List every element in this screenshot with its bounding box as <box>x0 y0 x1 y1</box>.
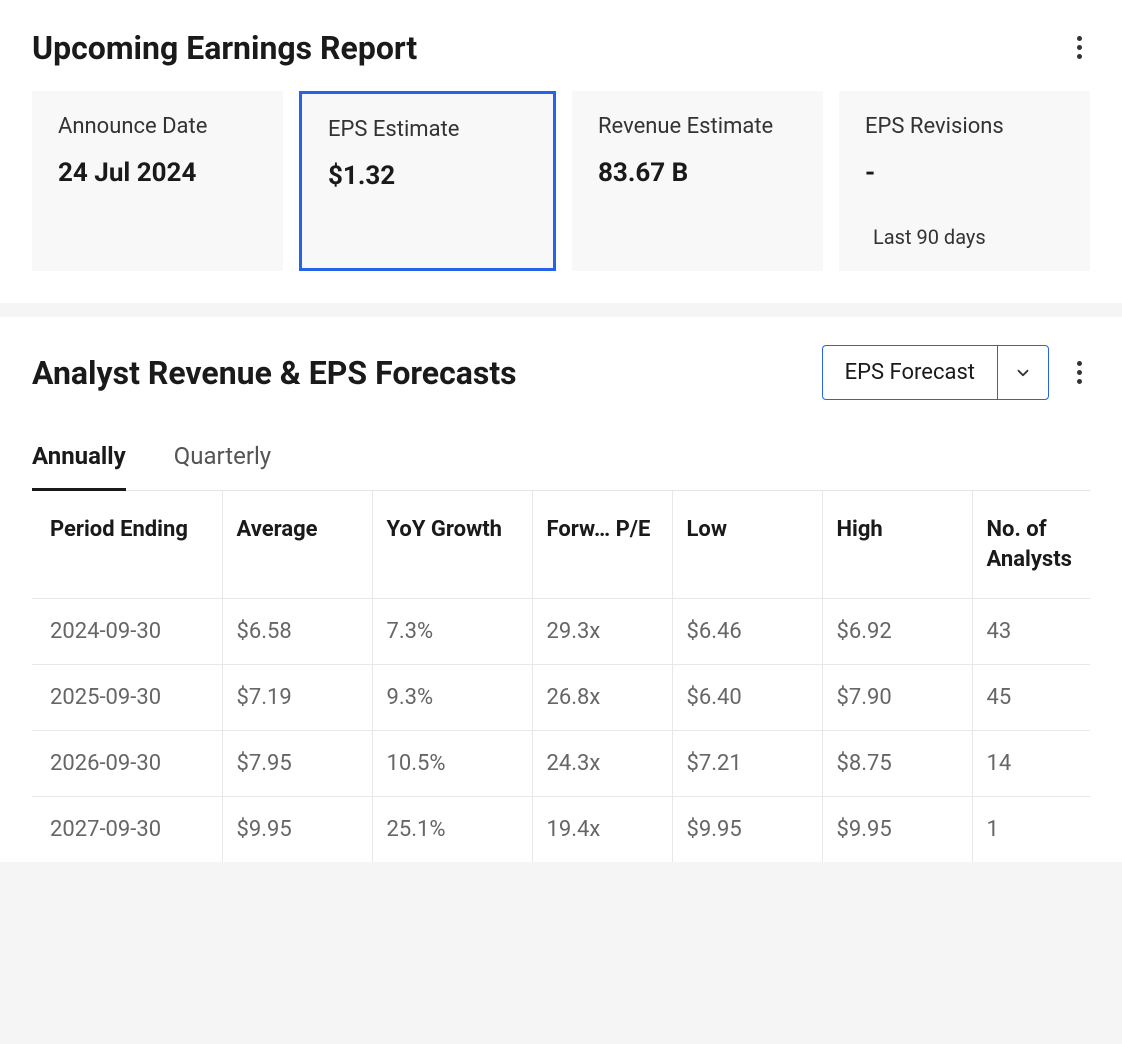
col-header-high[interactable]: High <box>822 491 972 599</box>
more-icon[interactable] <box>1069 28 1090 67</box>
table-row[interactable]: 2026-09-30 $7.95 10.5% 24.3x $7.21 $8.75… <box>32 731 1090 797</box>
earnings-report-card: Upcoming Earnings Report Announce Date 2… <box>0 0 1122 303</box>
tab-quarterly[interactable]: Quarterly <box>174 442 271 491</box>
cell-analysts: 43 <box>972 599 1090 665</box>
cell-high: $8.75 <box>822 731 972 797</box>
stat-label: Announce Date <box>58 113 257 142</box>
cell-yoy: 10.5% <box>372 731 532 797</box>
cell-analysts: 1 <box>972 797 1090 863</box>
stat-value: 24 Jul 2024 <box>58 158 257 188</box>
cell-average: $7.19 <box>222 665 372 731</box>
stat-label: Revenue Estimate <box>598 113 797 142</box>
stat-card-announce-date[interactable]: Announce Date 24 Jul 2024 <box>32 91 283 271</box>
stat-card-eps-estimate[interactable]: EPS Estimate $1.32 <box>299 91 556 271</box>
forecast-table: Period Ending Average YoY Growth Forw… P… <box>32 491 1090 862</box>
cell-forward-pe: 19.4x <box>532 797 672 863</box>
forecast-type-dropdown[interactable]: EPS Forecast <box>822 345 1049 400</box>
tab-annually[interactable]: Annually <box>32 442 126 491</box>
table-row[interactable]: 2027-09-30 $9.95 25.1% 19.4x $9.95 $9.95… <box>32 797 1090 863</box>
cell-low: $9.95 <box>672 797 822 863</box>
period-tabs: Annually Quarterly <box>32 442 1090 491</box>
cell-yoy: 9.3% <box>372 665 532 731</box>
stat-label: EPS Estimate <box>328 116 527 145</box>
cell-forward-pe: 29.3x <box>532 599 672 665</box>
col-header-yoy[interactable]: YoY Growth <box>372 491 532 599</box>
cell-yoy: 7.3% <box>372 599 532 665</box>
col-header-analysts[interactable]: No. of Analysts <box>972 491 1090 599</box>
cell-low: $7.21 <box>672 731 822 797</box>
earnings-title: Upcoming Earnings Report <box>32 29 417 67</box>
cell-period: 2025-09-30 <box>32 665 222 731</box>
col-header-average[interactable]: Average <box>222 491 372 599</box>
cell-period: 2027-09-30 <box>32 797 222 863</box>
stat-value: $1.32 <box>328 161 527 191</box>
forecasts-card: Analyst Revenue & EPS Forecasts EPS Fore… <box>0 317 1122 862</box>
more-icon[interactable] <box>1069 353 1090 392</box>
cell-forward-pe: 24.3x <box>532 731 672 797</box>
stat-value: 83.67 B <box>598 158 797 188</box>
cell-period: 2024-09-30 <box>32 599 222 665</box>
cell-period: 2026-09-30 <box>32 731 222 797</box>
cell-average: $6.58 <box>222 599 372 665</box>
cell-analysts: 14 <box>972 731 1090 797</box>
cell-low: $6.40 <box>672 665 822 731</box>
cell-high: $6.92 <box>822 599 972 665</box>
earnings-header: Upcoming Earnings Report <box>32 28 1090 67</box>
forecasts-header: Analyst Revenue & EPS Forecasts EPS Fore… <box>32 345 1090 400</box>
col-header-forward-pe[interactable]: Forw… P/E <box>532 491 672 599</box>
cell-analysts: 45 <box>972 665 1090 731</box>
cell-average: $7.95 <box>222 731 372 797</box>
cell-yoy: 25.1% <box>372 797 532 863</box>
table-row[interactable]: 2024-09-30 $6.58 7.3% 29.3x $6.46 $6.92 … <box>32 599 1090 665</box>
stat-card-revenue-estimate[interactable]: Revenue Estimate 83.67 B <box>572 91 823 271</box>
col-header-low[interactable]: Low <box>672 491 822 599</box>
stat-value: - <box>865 158 1064 188</box>
chevron-down-icon <box>998 346 1048 399</box>
earnings-stat-grid: Announce Date 24 Jul 2024 EPS Estimate $… <box>32 91 1090 271</box>
forecast-table-wrapper: Period Ending Average YoY Growth Forw… P… <box>32 491 1090 862</box>
cell-average: $9.95 <box>222 797 372 863</box>
cell-high: $7.90 <box>822 665 972 731</box>
table-header-row: Period Ending Average YoY Growth Forw… P… <box>32 491 1090 599</box>
stat-card-eps-revisions[interactable]: EPS Revisions - Last 90 days <box>839 91 1090 271</box>
cell-low: $6.46 <box>672 599 822 665</box>
cell-forward-pe: 26.8x <box>532 665 672 731</box>
forecasts-header-controls: EPS Forecast <box>822 345 1090 400</box>
forecasts-title: Analyst Revenue & EPS Forecasts <box>32 354 517 392</box>
table-row[interactable]: 2025-09-30 $7.19 9.3% 26.8x $6.40 $7.90 … <box>32 665 1090 731</box>
stat-sublabel: Last 90 days <box>865 225 1064 249</box>
col-header-period[interactable]: Period Ending <box>32 491 222 599</box>
stat-label: EPS Revisions <box>865 113 1064 142</box>
dropdown-label: EPS Forecast <box>823 346 998 399</box>
cell-high: $9.95 <box>822 797 972 863</box>
